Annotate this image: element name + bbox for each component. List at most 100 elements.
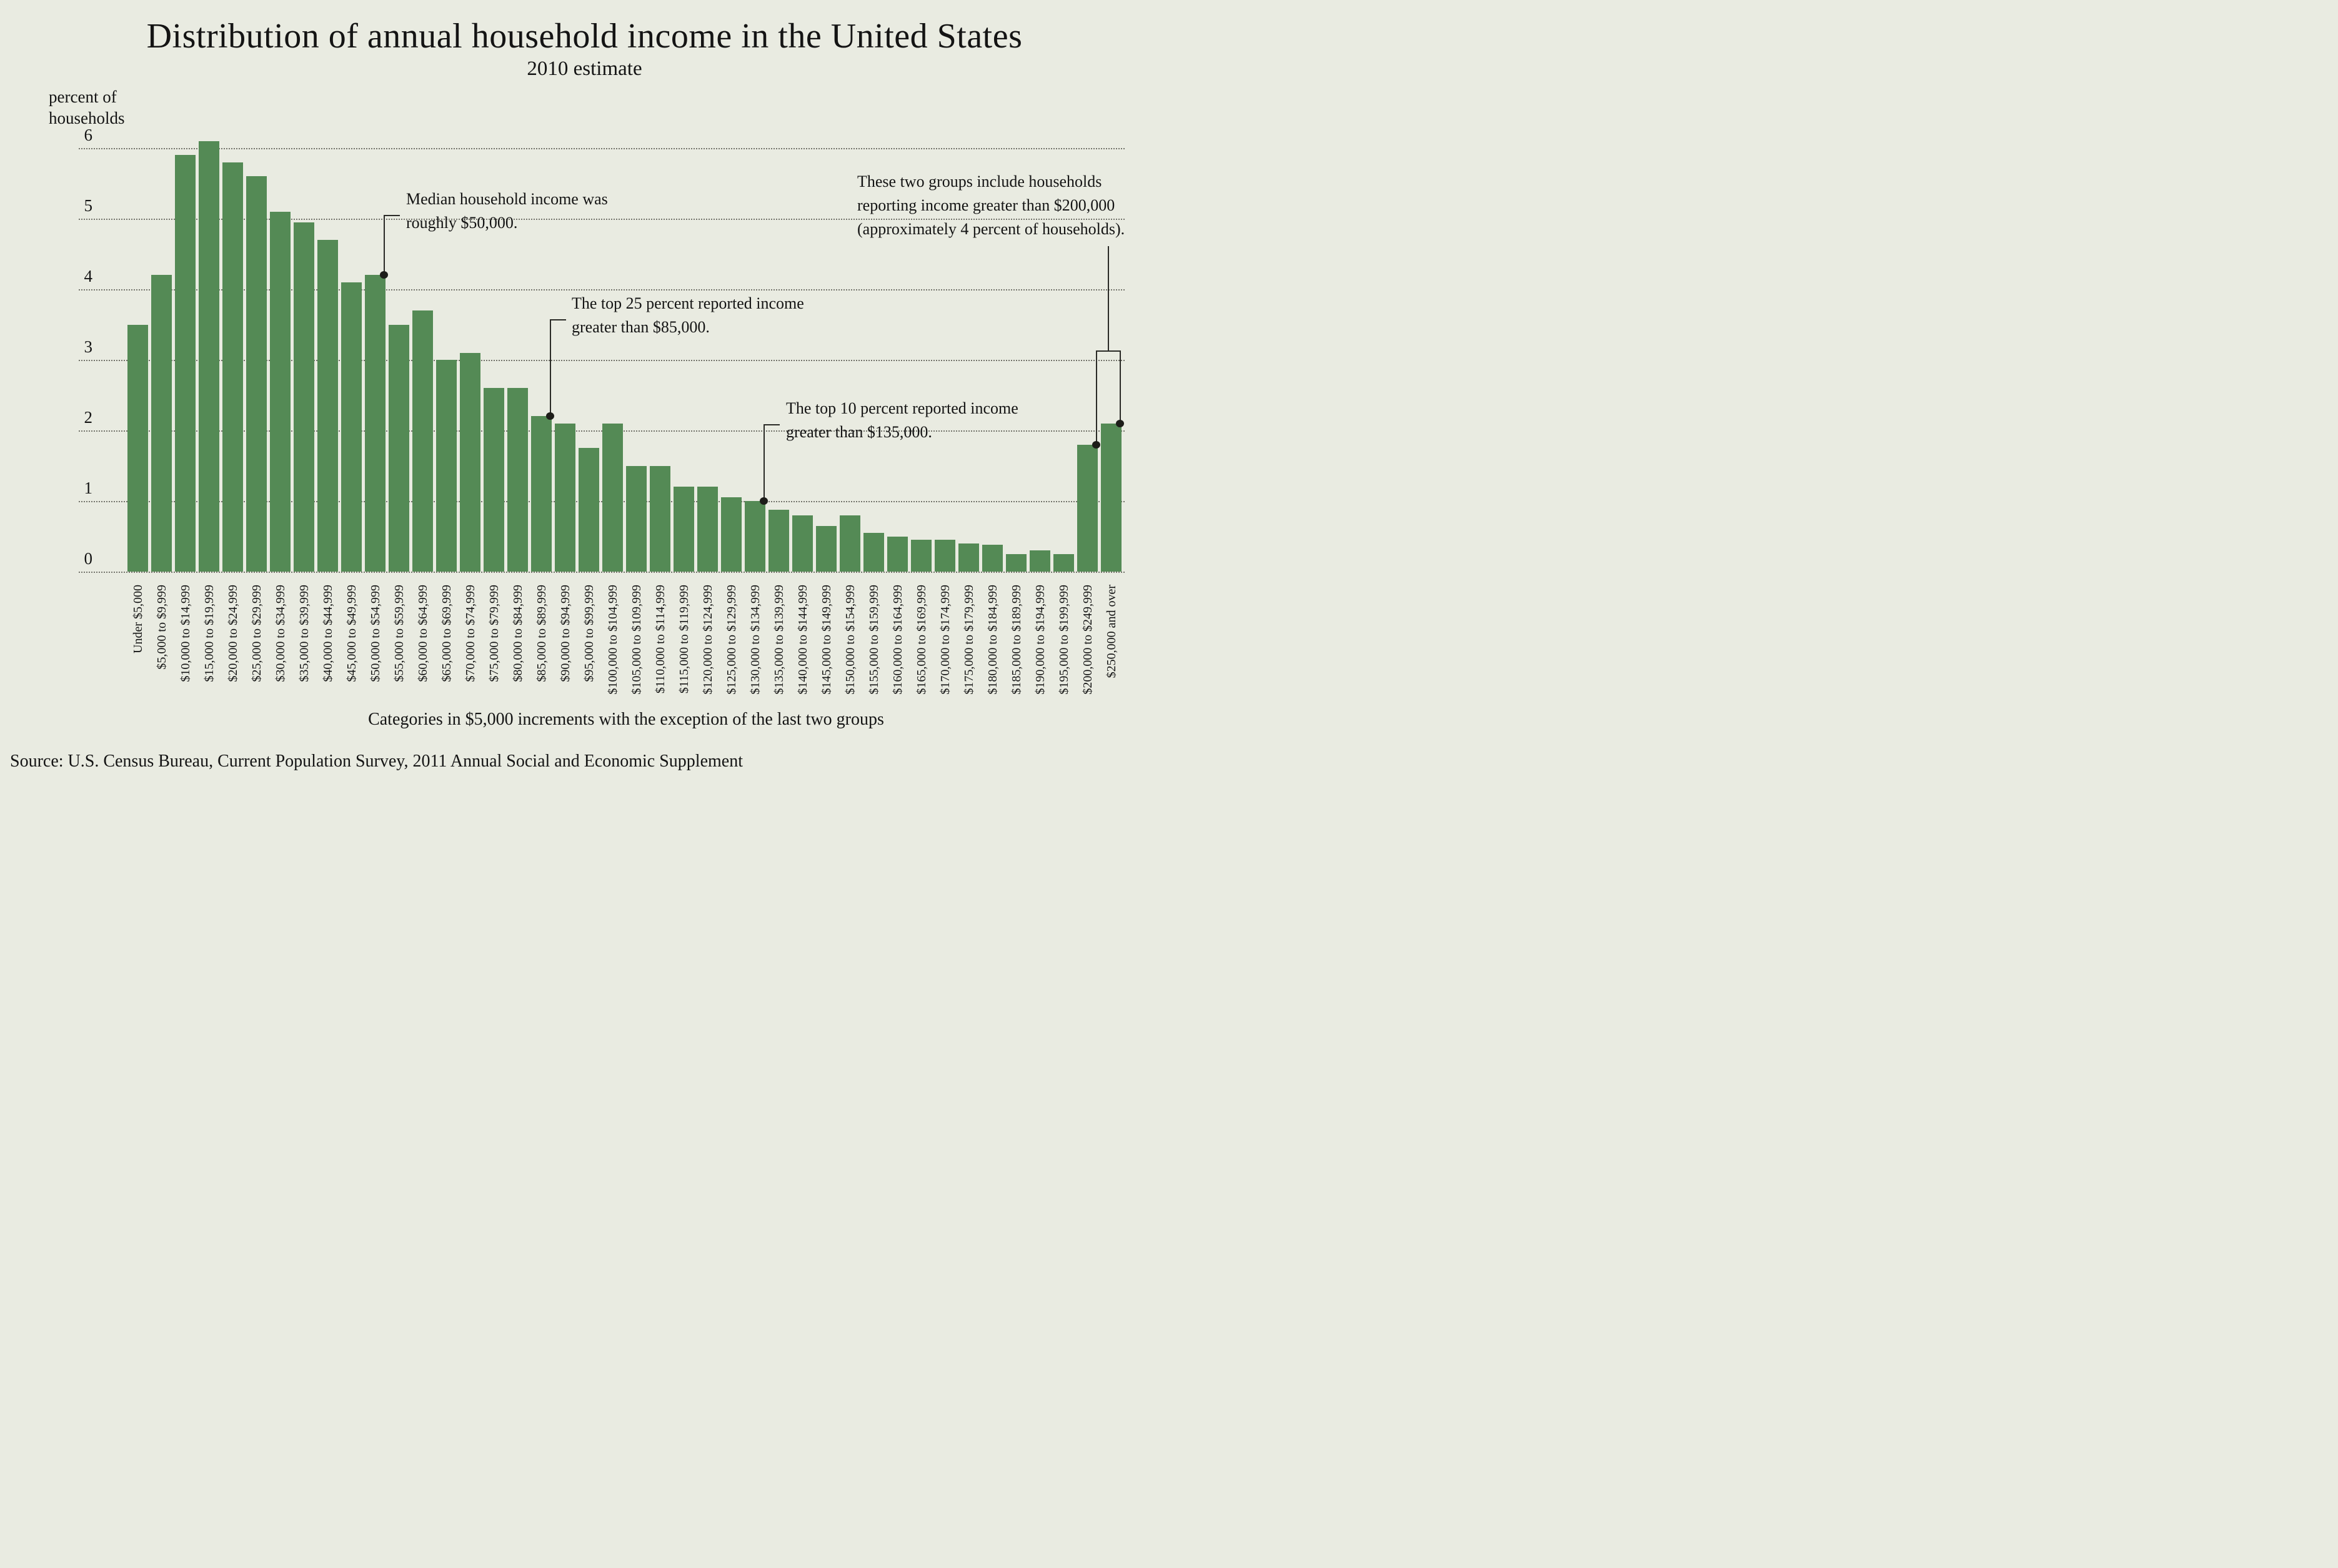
- bar: [769, 509, 789, 572]
- bracket-right-drop: [1120, 350, 1121, 424]
- annotation-dot: [545, 412, 554, 420]
- x-tick-label: $120,000 to $124,999: [700, 585, 715, 695]
- x-tick-label: $170,000 to $174,999: [938, 585, 952, 695]
- annotation-dot: [759, 497, 768, 505]
- annotation-median: Median household income was roughly $50,0…: [406, 187, 608, 235]
- bar: [270, 211, 291, 572]
- bar: [222, 162, 243, 572]
- gridline-4: [79, 289, 1125, 290]
- bar: [294, 222, 314, 572]
- x-tick-label: $15,000 to $19,999: [202, 585, 216, 682]
- x-tick-label: $10,000 to $14,999: [178, 585, 192, 682]
- bar: [1053, 553, 1074, 572]
- gridline-0: [79, 572, 1125, 573]
- annotation-connector-vertical: [384, 215, 385, 275]
- x-tick-label: $165,000 to $169,999: [914, 585, 928, 695]
- annotation-connector-elbow: [764, 424, 780, 425]
- bar: [1006, 553, 1027, 572]
- x-tick-label: $180,000 to $184,999: [985, 585, 1000, 695]
- x-tick-label: $90,000 to $94,999: [558, 585, 572, 682]
- x-tick-label: $100,000 to $104,999: [605, 585, 620, 695]
- x-tick-label: $45,000 to $49,999: [344, 585, 359, 682]
- bar: [127, 324, 148, 572]
- gridline-1: [79, 501, 1125, 502]
- bar: [1101, 423, 1122, 572]
- page-subtitle: 2010 estimate: [527, 57, 642, 80]
- annotation-top10: The top 10 percent reported income greate…: [786, 397, 1018, 444]
- bar: [626, 465, 647, 572]
- bar: [745, 501, 765, 572]
- x-tick-label: $145,000 to $149,999: [819, 585, 833, 695]
- x-tick-label: $5,000 to $9,999: [154, 585, 169, 670]
- annotation-connector-vertical: [764, 424, 765, 501]
- x-tick-label: $190,000 to $194,999: [1033, 585, 1047, 695]
- x-tick-label: $140,000 to $144,999: [795, 585, 810, 695]
- x-tick-label: $130,000 to $134,999: [748, 585, 762, 695]
- x-tick-label: $70,000 to $74,999: [463, 585, 477, 682]
- x-tick-label: $60,000 to $64,999: [415, 585, 430, 682]
- bar: [935, 540, 955, 572]
- x-tick-label: $135,000 to $139,999: [772, 585, 786, 695]
- x-tick-label: $195,000 to $199,999: [1057, 585, 1071, 695]
- bar: [721, 497, 742, 572]
- y-tick-label-6: 6: [84, 126, 93, 144]
- x-tick-label: $50,000 to $54,999: [368, 585, 382, 682]
- annotation-line: roughly $50,000.: [406, 214, 518, 232]
- y-tick-label-3: 3: [84, 337, 93, 356]
- x-tick-label: $115,000 to $119,999: [677, 585, 691, 694]
- x-tick-label: $250,000 and over: [1104, 585, 1118, 678]
- annotation-line: The top 10 percent reported income: [786, 399, 1018, 417]
- bar: [436, 360, 457, 572]
- bar: [816, 525, 837, 572]
- annotation-line: (approximately 4 percent of households).: [857, 220, 1125, 238]
- x-tick-label: $65,000 to $69,999: [439, 585, 454, 682]
- bar: [412, 310, 433, 572]
- annotation-top-two-groups: These two groups include households repor…: [857, 170, 1125, 241]
- income-distribution-chart: Distribution of annual household income …: [0, 0, 1169, 784]
- x-tick-label: $200,000 to $249,999: [1080, 585, 1095, 695]
- bar: [674, 487, 694, 572]
- bracket-stem: [1108, 246, 1109, 351]
- bar: [555, 423, 575, 572]
- bar: [507, 388, 528, 572]
- x-axis-caption: Categories in $5,000 increments with the…: [368, 710, 884, 729]
- x-tick-label: $150,000 to $154,999: [843, 585, 857, 695]
- x-tick-label: $105,000 to $109,999: [629, 585, 644, 695]
- x-tick-label: $30,000 to $34,999: [273, 585, 287, 682]
- annotation-line: The top 25 percent reported income: [572, 294, 804, 312]
- annotation-dot: [379, 271, 388, 279]
- annotation-connector-vertical: [550, 319, 551, 417]
- y-axis-label: percent of households: [49, 86, 125, 129]
- x-tick-label: $155,000 to $159,999: [867, 585, 881, 695]
- x-tick-label: $20,000 to $24,999: [226, 585, 240, 682]
- bar: [863, 532, 884, 572]
- annotation-connector-elbow: [550, 319, 566, 320]
- x-tick-label: $125,000 to $129,999: [724, 585, 739, 695]
- y-tick-label-4: 4: [84, 267, 93, 285]
- x-tick-label: $75,000 to $79,999: [487, 585, 501, 682]
- source-note: Source: U.S. Census Bureau, Current Popu…: [10, 752, 743, 771]
- bar: [531, 416, 552, 572]
- gridline-3: [79, 360, 1125, 361]
- bar: [579, 448, 599, 572]
- bar: [460, 352, 480, 572]
- annotation-line: greater than $85,000.: [572, 318, 710, 336]
- gridline-5: [79, 219, 1125, 220]
- bar: [1077, 444, 1098, 572]
- bar: [151, 275, 172, 572]
- x-tick-label: Under $5,000: [131, 585, 145, 653]
- bar: [840, 515, 860, 572]
- annotation-connector-elbow: [384, 215, 400, 216]
- y-tick-label-5: 5: [84, 196, 93, 215]
- bar: [602, 423, 623, 572]
- y-tick-label-0: 0: [84, 549, 93, 568]
- gridline-2: [79, 430, 1125, 432]
- gridline-6: [79, 148, 1125, 149]
- bar: [982, 545, 1003, 572]
- annotation-line: These two groups include households: [857, 172, 1102, 191]
- bar: [1030, 550, 1050, 572]
- x-tick-label: $175,000 to $179,999: [962, 585, 976, 695]
- bracket-left-drop: [1096, 350, 1097, 445]
- bar: [246, 176, 267, 572]
- page-title: Distribution of annual household income …: [146, 17, 1023, 56]
